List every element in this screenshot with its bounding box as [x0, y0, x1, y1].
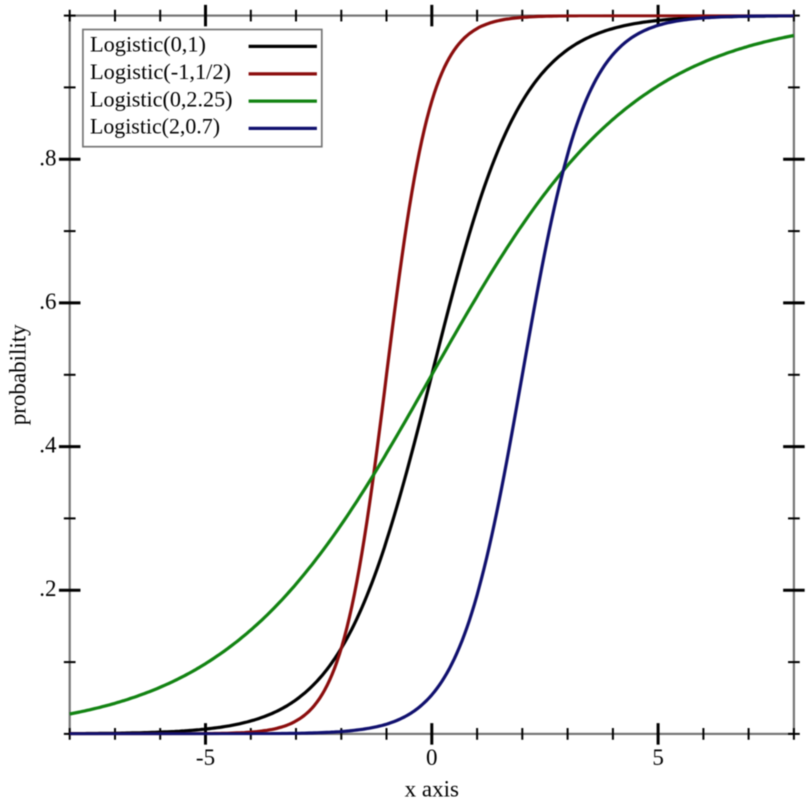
svg-text:.6: .6 [39, 289, 56, 314]
svg-text:Logistic(0,1): Logistic(0,1) [90, 32, 206, 57]
svg-text:-5: -5 [196, 745, 215, 770]
svg-text:probability: probability [6, 324, 31, 425]
svg-text:Logistic(0,2.25): Logistic(0,2.25) [90, 86, 233, 111]
svg-text:5: 5 [652, 745, 664, 770]
svg-text:Logistic(-1,1/2): Logistic(-1,1/2) [90, 59, 231, 84]
svg-text:.8: .8 [39, 145, 56, 170]
svg-text:x axis: x axis [405, 777, 459, 802]
svg-text:0: 0 [426, 745, 438, 770]
svg-text:.4: .4 [39, 433, 57, 458]
svg-text:Logistic(2,0.7): Logistic(2,0.7) [90, 114, 220, 139]
svg-text:.2: .2 [39, 576, 56, 601]
